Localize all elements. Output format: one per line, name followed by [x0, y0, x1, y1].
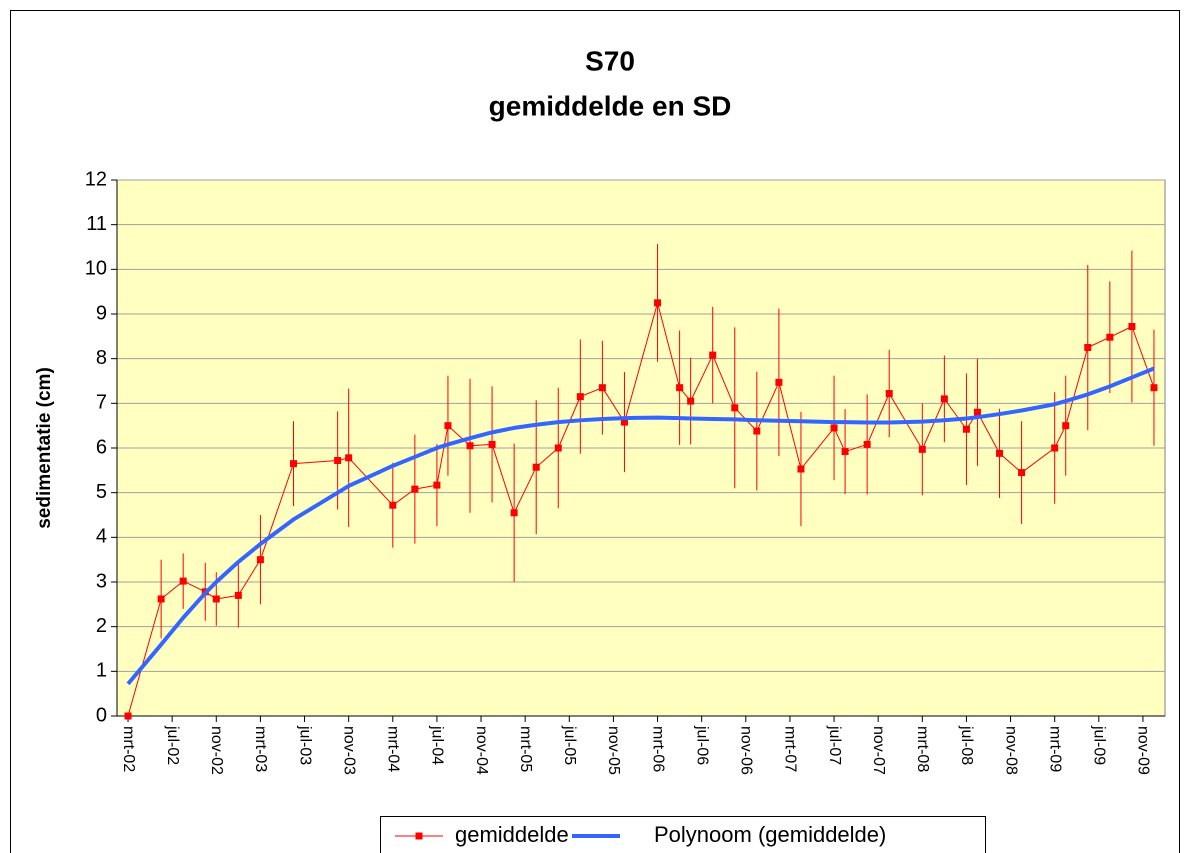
legend-box	[380, 816, 986, 853]
data-point	[234, 591, 242, 599]
y-tick-label: 1	[96, 660, 107, 682]
x-tick-label: jul-02	[164, 725, 181, 765]
data-point	[256, 556, 264, 564]
data-point	[598, 384, 606, 392]
y-tick-label: 10	[85, 258, 107, 280]
data-point	[1062, 422, 1070, 430]
data-point	[1128, 323, 1136, 331]
data-point	[1084, 344, 1092, 351]
data-point	[290, 460, 298, 468]
data-point	[676, 384, 684, 392]
x-tick-label: jul-09	[1091, 725, 1108, 765]
data-point	[488, 440, 496, 448]
x-tick-label: nov-08	[1002, 726, 1019, 775]
data-point	[433, 481, 441, 489]
x-tick-label: nov-09	[1135, 726, 1152, 775]
x-tick-label: nov-02	[208, 726, 225, 775]
data-point	[962, 425, 970, 433]
data-point	[532, 463, 540, 471]
data-point	[576, 393, 584, 401]
data-point	[709, 351, 717, 359]
x-tick-label: mrt-09	[1046, 726, 1063, 772]
data-point	[345, 454, 353, 462]
y-axis-label: sedimentatie (cm)	[34, 367, 55, 529]
data-point	[918, 445, 926, 453]
data-point	[389, 501, 397, 509]
x-tick-label: mrt-02	[120, 726, 137, 772]
data-point	[157, 595, 165, 603]
data-point	[1018, 469, 1026, 477]
x-tick-label: nov-03	[340, 726, 357, 775]
y-tick-label: 6	[96, 436, 107, 458]
data-point	[179, 577, 187, 585]
x-tick-label: jul-05	[561, 725, 578, 765]
data-point	[996, 449, 1004, 457]
x-tick-label: mrt-06	[649, 726, 666, 772]
x-tick-label: nov-07	[870, 726, 887, 775]
data-point	[466, 442, 474, 450]
y-tick-label: 5	[96, 481, 107, 503]
data-point	[1106, 333, 1114, 341]
x-tick-label: jul-04	[429, 725, 446, 765]
x-tick-label: jul-06	[693, 725, 710, 765]
data-point	[863, 440, 871, 448]
y-tick-label: 12	[85, 168, 107, 190]
data-point	[554, 444, 562, 452]
series-line	[126, 366, 1155, 686]
x-tick-label: nov-04	[473, 726, 490, 775]
x-tick-label: mrt-04	[385, 726, 402, 772]
x-tick-label: jul-03	[296, 725, 313, 765]
chart-title: S70	[585, 45, 635, 76]
x-tick-label: nov-06	[738, 726, 755, 775]
legend-marker	[415, 832, 423, 840]
y-tick-label: 9	[96, 302, 107, 324]
data-point	[1051, 444, 1059, 452]
x-tick-label: jul-07	[826, 725, 843, 765]
x-tick-label: mrt-08	[914, 726, 931, 772]
data-point	[731, 404, 739, 412]
series-line	[127, 302, 1155, 717]
x-tick-label: mrt-03	[252, 726, 269, 772]
x-tick-label: mrt-05	[517, 726, 534, 772]
y-tick-label: 11	[86, 213, 107, 235]
legend-label: Polynoom (gemiddelde)	[654, 822, 886, 847]
y-tick-label: 2	[96, 615, 107, 637]
x-tick-label: nov-05	[605, 726, 622, 775]
data-point	[940, 395, 948, 403]
chart-subtitle: gemiddelde en SD	[489, 90, 732, 121]
data-point	[775, 378, 783, 386]
data-point	[654, 299, 662, 307]
x-tick-label: jul-08	[958, 725, 975, 765]
data-point	[334, 457, 342, 465]
data-point	[510, 509, 518, 517]
data-point	[1150, 384, 1158, 392]
data-point	[444, 422, 452, 430]
data-point	[973, 408, 981, 416]
data-point	[124, 712, 132, 720]
data-point	[841, 448, 849, 456]
data-point	[885, 390, 893, 398]
data-point	[411, 485, 419, 493]
y-tick-label: 4	[96, 526, 107, 548]
data-point	[212, 595, 220, 603]
data-point	[797, 465, 805, 473]
y-tick-label: 0	[96, 704, 107, 726]
y-tick-label: 7	[96, 392, 107, 414]
legend-label: gemiddelde	[455, 822, 569, 847]
y-tick-label: 3	[96, 570, 107, 592]
data-point	[830, 424, 838, 432]
data-point	[620, 418, 628, 426]
data-point	[753, 427, 761, 435]
x-tick-label: mrt-07	[782, 726, 799, 772]
data-point	[687, 397, 695, 405]
y-tick-label: 8	[96, 347, 107, 369]
